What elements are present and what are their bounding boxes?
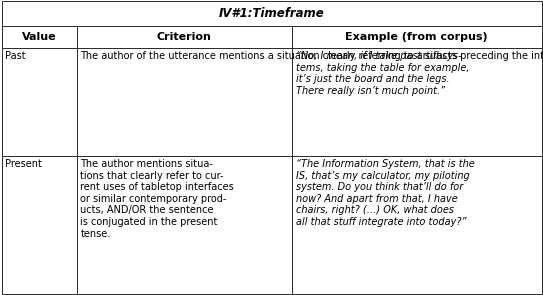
Text: Present: Present [5, 159, 42, 169]
Text: IV#1:Timeframe: IV#1:Timeframe [219, 7, 324, 20]
Text: Criterion: Criterion [156, 32, 211, 42]
Bar [292, 26, 541, 48]
Text: The author mentions situa-
tions that clearly refer to cur-
rent uses of tableto: The author mentions situa- tions that cl… [80, 159, 234, 239]
Bar [77, 26, 292, 48]
Text: Value: Value [22, 32, 56, 42]
Text: “The Information System, that is the
IS, that’s my calculator, my piloting
syste: “The Information System, that is the IS,… [295, 159, 474, 227]
Bar [2, 1, 541, 26]
Bar [2, 26, 77, 48]
Bar [2, 156, 77, 294]
Bar [292, 156, 541, 294]
Text: Past: Past [5, 51, 26, 61]
Text: Example (from corpus): Example (from corpus) [345, 32, 488, 42]
Bar [292, 48, 541, 156]
Text: The author of the utterance mentions a situation clearly referring to artifacts : The author of the utterance mentions a s… [80, 51, 543, 61]
Bar [2, 48, 77, 156]
Text: “No, I mean, if I take past subsys-
tems, taking the table for example,
it’s jus: “No, I mean, if I take past subsys- tems… [295, 51, 469, 96]
Bar [77, 156, 292, 294]
Bar [77, 48, 292, 156]
